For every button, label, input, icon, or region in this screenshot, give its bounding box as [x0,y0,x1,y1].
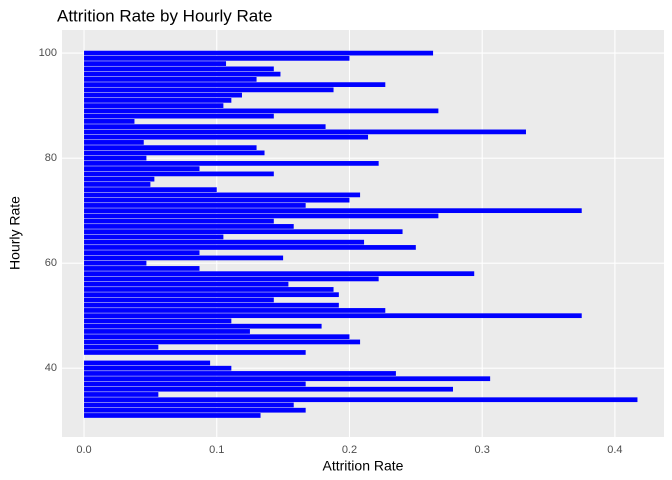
bar [84,239,365,245]
bar [84,77,257,82]
bar [84,281,289,287]
bar [84,197,350,203]
bar [84,208,582,214]
bar [84,413,261,418]
bar [84,381,306,387]
bar [84,402,294,408]
bar [84,344,159,350]
bar [84,318,232,324]
bar [84,171,274,177]
x-tick-label: 0.1 [209,444,224,456]
bar [84,234,224,240]
bar [84,224,294,229]
bar [84,161,379,166]
bar [84,71,281,77]
bar [84,271,475,277]
bar [84,113,274,119]
y-axis-title: Hourly Rate [7,196,23,270]
bar [84,292,339,298]
chart-title: Attrition Rate by Hourly Rate [57,6,272,25]
bar [84,407,306,413]
x-tick-label: 0.3 [475,444,490,456]
x-tick-label: 0.4 [607,444,622,456]
bar [84,82,386,87]
bar [84,371,396,376]
bar [84,313,582,319]
bar [84,92,242,98]
bar [84,192,361,198]
y-tick-label: 100 [39,47,57,59]
bar [84,229,403,235]
bar [84,266,200,271]
bar [84,50,434,56]
bar [84,66,274,72]
bar [84,334,350,340]
bar [84,255,284,261]
bar [84,150,265,156]
bar [84,119,135,124]
bar [84,329,250,334]
y-tick-label: 40 [45,362,57,374]
bar [84,218,274,224]
y-tick-label: 60 [45,257,57,269]
x-tick-label: 0.2 [342,444,357,456]
bar [84,339,361,345]
bar [84,350,306,355]
bar [84,302,339,308]
bar [84,166,200,172]
bar [84,187,217,193]
bar [84,124,326,129]
y-tick-label: 80 [45,152,57,164]
bar [84,360,211,366]
bar [84,260,147,266]
bars [84,50,638,418]
bar [84,245,416,250]
bar [84,145,257,150]
x-tick-label: 0.0 [76,444,91,456]
bar [84,297,274,303]
x-axis-title: Attrition Rate [323,458,404,474]
bar [84,213,439,219]
bar [84,55,350,61]
bar [84,103,224,108]
bar [84,397,638,403]
bar [84,155,147,161]
bar [84,365,232,371]
bar [84,376,491,382]
bar [84,129,526,135]
bar [84,323,322,329]
bar [84,203,306,208]
bar [84,287,334,292]
bar [84,134,369,140]
bar [84,182,151,187]
bar [84,308,386,313]
bar [84,386,453,392]
bar [84,87,334,93]
bar [84,176,155,182]
bar [84,140,144,145]
bar [84,250,200,256]
bar [84,108,439,114]
bar [84,98,232,103]
bar [84,392,159,397]
bar [84,61,227,66]
bar [84,276,379,282]
